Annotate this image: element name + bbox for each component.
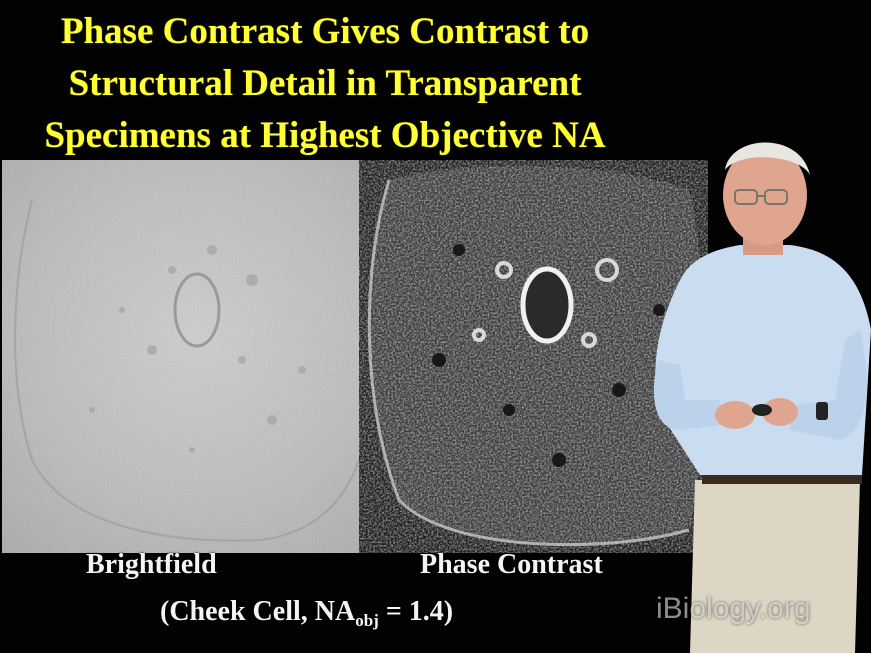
title-line-3: Specimens at Highest Objective NA (44, 115, 606, 156)
brightfield-label: Brightfield (86, 549, 217, 580)
title-line-2: Structural Detail in Transparent (68, 63, 582, 104)
caption-suffix: = 1.4) (378, 596, 454, 627)
ibiology-watermark: iBiology.org (656, 592, 811, 625)
specimen-caption: (Cheek Cell, NAobj = 1.4) (160, 596, 453, 637)
title-line-1: Phase Contrast Gives Contrast to (60, 11, 590, 52)
slide-title: Phase Contrast Gives Contrast to Structu… (0, 6, 650, 162)
presenter-photo (640, 130, 871, 653)
caption-subscript: obj (355, 611, 379, 630)
phase-contrast-label: Phase Contrast (420, 549, 603, 580)
caption-prefix: (Cheek Cell, NA (160, 596, 356, 627)
phase-contrast-image (359, 160, 708, 553)
brightfield-image (2, 160, 359, 553)
